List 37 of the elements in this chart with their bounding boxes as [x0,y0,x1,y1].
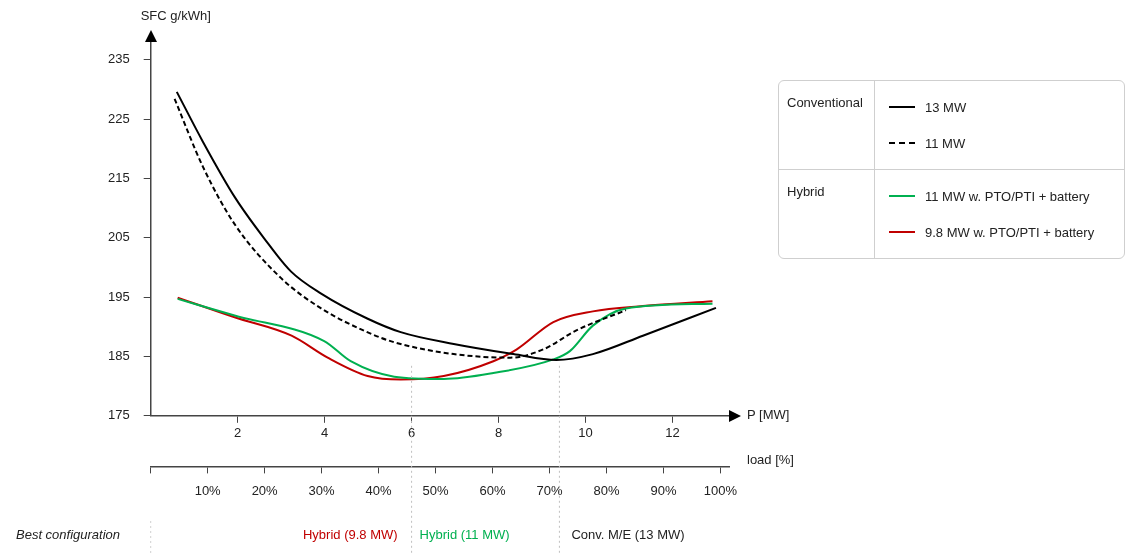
y-tick-label: 195 [107,288,130,304]
x-tick-label: 4 [321,425,329,441]
text: Hybrid [779,170,875,258]
text: Hybrid (9.8 MW) [302,526,398,542]
x2-tick-label: 60% [479,482,506,498]
x2-tick-label: 100% [703,482,738,498]
x-tick-label: 6 [407,425,416,441]
x2-tick-label: 20% [251,482,279,498]
text: Best configuration [16,526,121,542]
x-tick-label: 10 [578,425,593,441]
legend-label: 11 MW w. PTO/PTI + battery [925,188,1090,204]
legend-label: 13 MW [925,99,967,115]
x2-axis-title: load [%] [747,451,794,467]
x-tick-label: 2 [234,425,242,441]
y-tick-label: 225 [107,110,130,126]
y-tick-label: 235 [107,51,130,67]
x2-tick-label: 70% [536,482,563,498]
y-tick-label: 205 [107,229,130,245]
x-axis-title: P [MW] [747,407,790,423]
y-axis-title: SFC g/kWh] [140,7,211,23]
x-tick-label: 12 [665,425,680,441]
text: Conv. M/E (13 MW) [571,526,685,542]
line-series [175,90,717,362]
x-tick-label: 8 [494,425,503,441]
y-tick-label: 185 [107,348,130,364]
x2-tick-label: 50% [422,482,450,498]
x2-tick-label: 80% [593,482,620,498]
y-tick-label: 175 [107,407,130,423]
x2-tick-label: 40% [365,482,393,498]
x2-tick-label: 30% [308,482,336,498]
x2-tick-label: 90% [650,482,677,498]
y-tick-label: 215 [107,170,130,186]
legend-label: 11 MW [925,135,966,151]
text: Hybrid (11 MW) [419,526,510,542]
text: Conventional [779,81,875,169]
legend-label: 9.8 MW w. PTO/PTI + battery [925,224,1095,240]
x2-tick-label: 10% [194,482,222,498]
